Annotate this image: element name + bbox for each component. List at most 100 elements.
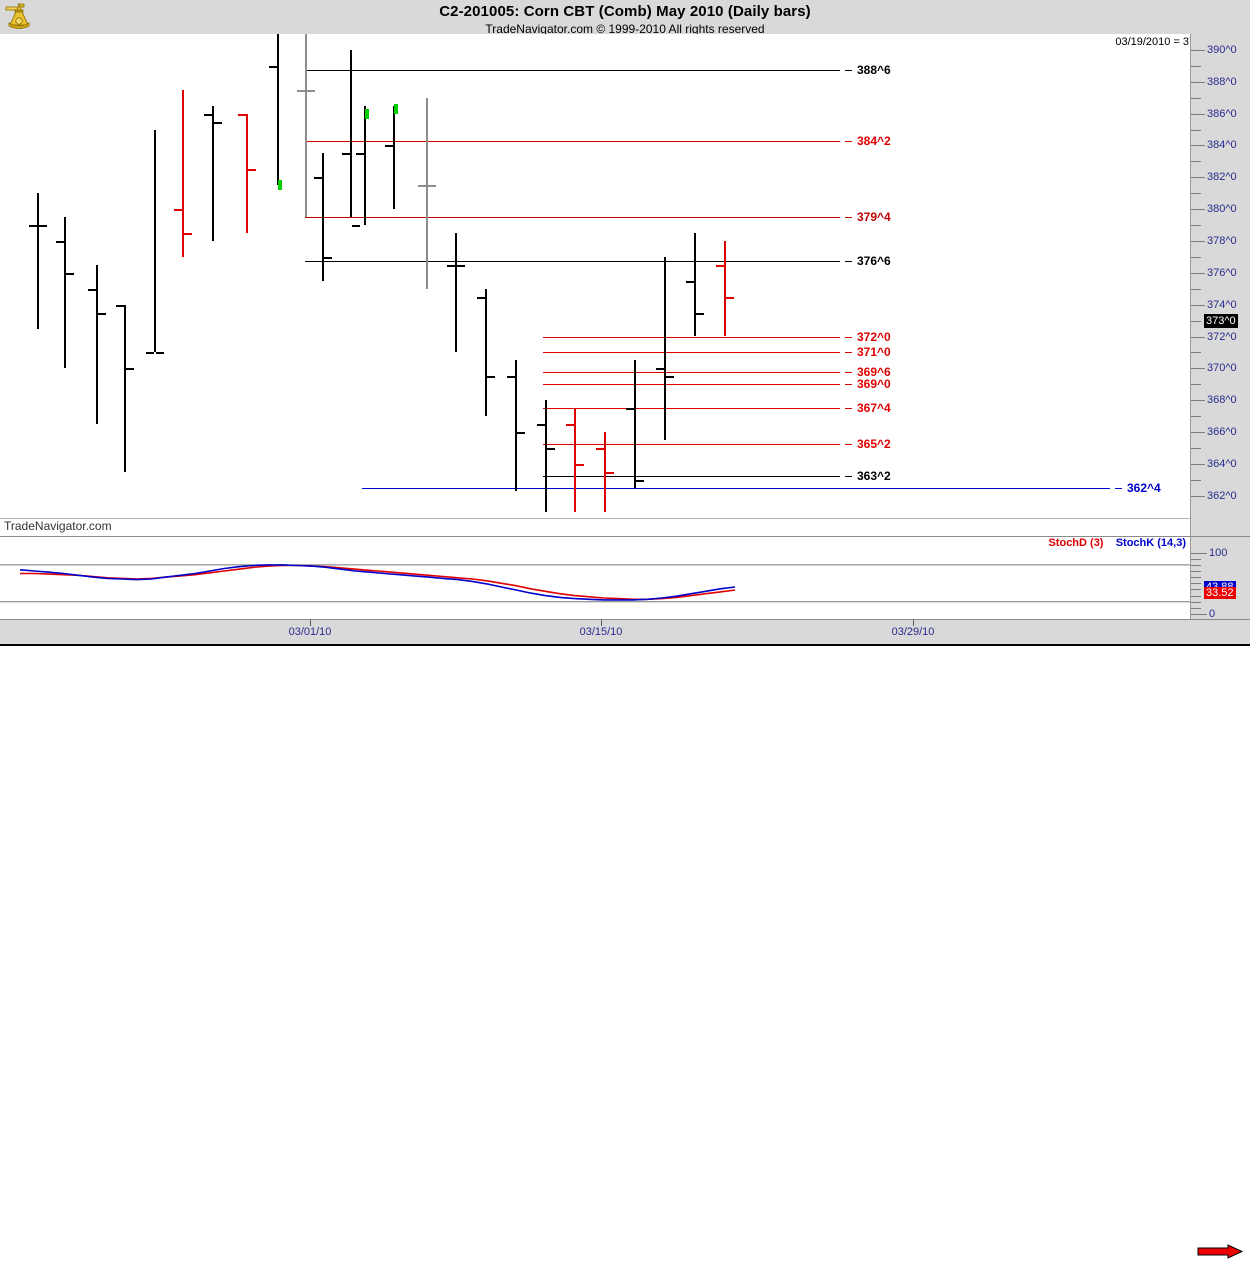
price-axis-tick [1191,145,1205,146]
price-level-line[interactable] [543,408,840,409]
ohlc-range-line [212,105,214,241]
level-dash-icon [845,352,852,354]
indicator-axis-minor-tick [1191,565,1201,566]
price-axis-label: 364^0 [1207,458,1237,470]
price-axis-label: 386^0 [1207,108,1237,120]
stochd-line [20,564,736,601]
level-dash-icon [845,476,852,478]
price-level-line[interactable] [305,217,840,218]
level-value-text: 384^2 [857,134,891,148]
price-axis-tick [1191,368,1205,369]
ohlc-open-tick [716,264,724,267]
ohlc-range-line [545,400,547,512]
ohlc-range-line [154,129,156,353]
indicator-axis-minor-tick [1191,602,1201,603]
ohlc-range-line [350,49,352,218]
price-level-line[interactable] [543,444,840,445]
price-level-line[interactable] [543,476,840,477]
ohlc-open-tick [626,408,634,411]
price-level-label: 388^6 [845,63,891,77]
price-axis-minor-tick [1191,448,1201,449]
price-level-line[interactable] [543,352,840,353]
ohlc-open-tick [238,113,246,116]
right-arrow-icon[interactable] [1196,1244,1244,1264]
price-level-label: 369^0 [845,377,891,391]
indicator-curves [0,564,1190,603]
level-value-text: 371^0 [857,345,891,359]
price-level-label: 371^0 [845,345,891,359]
price-axis-tick [1191,337,1205,338]
price-level-line[interactable] [362,488,1110,489]
ohlc-close-tick [365,108,369,119]
ohlc-close-tick [184,233,192,235]
ohlc-range-line [455,233,457,353]
price-level-label: 367^4 [845,401,891,415]
date-axis-tick [913,620,914,626]
price-level-line[interactable] [543,337,840,338]
indicator-axis-minor-tick [1191,589,1201,590]
price-axis-minor-tick [1191,257,1201,258]
ohlc-range-line [96,264,98,425]
ohlc-range-line [485,288,487,417]
price-axis-tick [1191,400,1205,401]
ohlc-range-line [246,113,248,233]
price-axis-minor-tick [1191,161,1201,162]
date-axis-label: 03/01/10 [288,626,332,638]
ohlc-open-tick [418,185,426,188]
price-chart-plot[interactable]: 388^6 384^2 379^4 376^6 372^0 371^0 369^6 369^0… [0,34,1190,518]
level-dash-icon [845,444,852,446]
ohlc-open-tick [507,376,515,379]
legend-stochk: StochK (14,3) [1115,537,1186,549]
ohlc-range-line [364,105,366,226]
level-dash-icon [845,70,852,72]
level-value-text: 369^6 [857,365,891,379]
price-axis-minor-tick [1191,225,1201,226]
indicator-axis[interactable]: 100043.8833.52 [1190,536,1250,620]
price-axis[interactable]: 390^0 388^0 386^0 384^0 382^0 380^0 378^0 376^0… [1190,34,1250,536]
price-level-label: 376^6 [845,254,891,268]
watermark-label: TradeNavigator.com [4,519,112,533]
indicator-axis-tick [1191,614,1207,615]
ohlc-open-tick [174,209,182,212]
price-axis-tick [1191,432,1205,433]
price-axis-minor-tick [1191,130,1201,131]
indicator-axis-minor-tick [1191,559,1201,560]
stochastic-indicator-panel[interactable]: StochD (3) StochK (14,3) [0,536,1190,620]
copyright-subtitle: TradeNavigator.com © 1999-2010 All right… [485,22,765,36]
price-level-line[interactable] [543,384,840,385]
price-level-line[interactable] [305,261,840,262]
level-dash-icon [845,384,852,386]
level-value-text: 362^4 [1127,481,1161,495]
price-level-label: 384^2 [845,134,891,148]
level-value-text: 376^6 [857,254,891,268]
price-level-line[interactable] [543,372,840,373]
price-axis-minor-tick [1191,193,1201,194]
price-axis-tick [1191,82,1205,83]
date-axis[interactable]: 03/01/10 03/15/10 03/29/10 [0,619,1250,1259]
indicator-axis-tick [1191,553,1207,554]
price-level-line[interactable] [305,70,840,71]
price-axis-label: 368^0 [1207,394,1237,406]
ohlc-close-tick [126,368,134,371]
ohlc-range-line [305,34,307,218]
ohlc-range-line [37,193,39,329]
price-axis-label: 378^0 [1207,235,1237,247]
ohlc-open-tick [297,89,305,92]
ohlc-close-tick [307,89,315,92]
ohlc-open-tick [342,153,350,156]
price-level-line[interactable] [305,141,840,142]
price-axis-label: 388^0 [1207,76,1237,88]
price-axis-label: 376^0 [1207,267,1237,279]
ohlc-close-tick [457,264,465,267]
date-axis-tick [310,620,311,626]
window-header: C2-201005: Corn CBT (Comb) May 2010 (Dai… [0,0,1250,36]
ohlc-close-tick [576,463,584,466]
ohlc-open-tick [656,368,664,371]
ohlc-range-line [724,240,726,337]
price-axis-label: 372^0 [1207,331,1237,343]
price-axis-tick [1191,273,1205,274]
level-value-text: 363^2 [857,469,891,483]
level-dash-icon [845,408,852,410]
level-value-text: 379^4 [857,210,891,224]
